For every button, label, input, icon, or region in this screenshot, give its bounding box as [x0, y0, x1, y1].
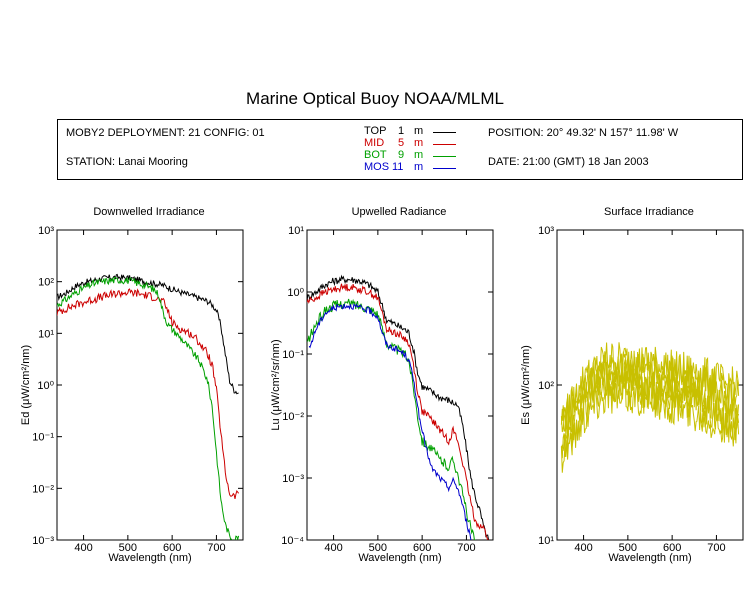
x-axis-label: Wavelength (nm): [358, 552, 441, 564]
series-line-es-6: [560, 377, 740, 473]
y-tick-label: 10²: [538, 380, 554, 392]
plot-frame: [306, 229, 494, 541]
series-line-mos: [308, 303, 472, 540]
deployment-text: MOBY2 DEPLOYMENT: 21 CONFIG: 01: [66, 127, 265, 139]
x-tick-label: 600: [163, 542, 181, 554]
legend-unit-mid: m: [414, 137, 424, 149]
legend-name-mid: MID: [364, 137, 385, 149]
legend-line-mid: [433, 144, 456, 145]
y-tick-label: 10³: [38, 225, 54, 237]
x-tick-label: 700: [207, 542, 225, 554]
y-tick-label: 10²: [38, 277, 54, 289]
legend-line-bot: [433, 156, 456, 157]
legend-unit-bot: m: [414, 149, 424, 161]
y-axis-label: Lu (μW/cm²/sr/nm): [270, 339, 282, 430]
x-axis-label: Wavelength (nm): [608, 552, 691, 564]
page-title: Marine Optical Buoy NOAA/MLML: [246, 89, 504, 108]
legend-name-mos: MOS: [364, 161, 390, 173]
x-tick-label: 400: [74, 542, 92, 554]
x-tick-label: 600: [663, 542, 681, 554]
legend-depth-bot: 9: [398, 149, 405, 161]
date-text: DATE: 21:00 (GMT) 18 Jan 2003: [488, 156, 649, 168]
x-tick-label: 500: [369, 542, 387, 554]
surface-irradiance-chart: 10¹ 10² 10³ 400 500 600 700 Wavelength (nm) Es (…: [520, 225, 744, 564]
x-tick-label: 500: [119, 542, 137, 554]
upwelled-radiance-chart: 10⁻⁴ 10⁻³ 10⁻² 10⁻¹ 10⁰ 10¹ 400 500 600 700 Wavele…: [270, 225, 494, 564]
downwelled-irradiance-chart: 10⁻³ 10⁻² 10⁻¹ 10⁰ 10¹ 10² 10³ 400 500 600 700 Wave…: [20, 225, 244, 564]
legend-line-mos: [433, 168, 456, 169]
y-tick-label: 10⁻¹: [32, 432, 54, 444]
y-tick-label: 10⁻³: [282, 473, 304, 485]
legend-unit-mos: m: [414, 161, 424, 173]
legend-name-bot: BOT: [364, 149, 387, 161]
legend-depth-mos: 11: [392, 161, 404, 173]
legend-line-top: [433, 132, 456, 133]
y-tick-label: 10⁰: [287, 287, 304, 299]
y-tick-label: 10¹: [538, 535, 554, 547]
x-tick-label: 700: [457, 542, 475, 554]
y-axis-label: Es (μW/cm²/nm): [520, 345, 532, 425]
series-line-top: [307, 274, 490, 540]
x-tick-label: 400: [324, 542, 342, 554]
series-line-bot: [307, 298, 476, 540]
x-tick-label: 400: [574, 542, 592, 554]
panel-title-downwelled: Downwelled Irradiance: [93, 206, 205, 218]
y-axis-label: Ed (μW/cm²/nm): [20, 345, 32, 425]
y-tick-label: 10¹: [288, 225, 304, 237]
x-tick-label: 600: [413, 542, 431, 554]
panel-title-surface: Surface Irradiance: [604, 206, 694, 218]
legend-name-top: TOP: [364, 125, 387, 137]
info-box: MOBY2 DEPLOYMENT: 21 CONFIG: 01 STATION:…: [57, 119, 743, 180]
x-tick-label: 500: [619, 542, 637, 554]
series-line-mid: [307, 283, 489, 540]
legend-unit-top: m: [414, 125, 424, 137]
position-text: POSITION: 20° 49.32' N 157° 11.98' W: [488, 127, 679, 139]
legend-depth-mid: 5: [398, 137, 405, 149]
x-axis-label: Wavelength (nm): [108, 552, 191, 564]
series-line-es-5: [560, 370, 740, 459]
y-tick-label: 10⁻²: [32, 483, 54, 495]
legend-depth-top: 1: [398, 125, 405, 137]
y-tick-label: 10¹: [38, 328, 54, 340]
y-tick-label: 10⁰: [37, 380, 54, 392]
x-tick-label: 700: [707, 542, 725, 554]
y-tick-label: 10⁻³: [32, 535, 54, 547]
series-line-top: [57, 273, 239, 395]
y-tick-label: 10³: [538, 225, 554, 237]
series-line-mid: [57, 288, 239, 500]
panel-title-upwelled: Upwelled Radiance: [351, 206, 447, 218]
series-line-bot: [57, 276, 240, 540]
y-tick-label: 10⁻²: [282, 411, 304, 423]
y-tick-label: 10⁻⁴: [281, 535, 304, 547]
station-text: STATION: Lanai Mooring: [66, 156, 188, 168]
y-tick-label: 10⁻¹: [282, 349, 304, 361]
